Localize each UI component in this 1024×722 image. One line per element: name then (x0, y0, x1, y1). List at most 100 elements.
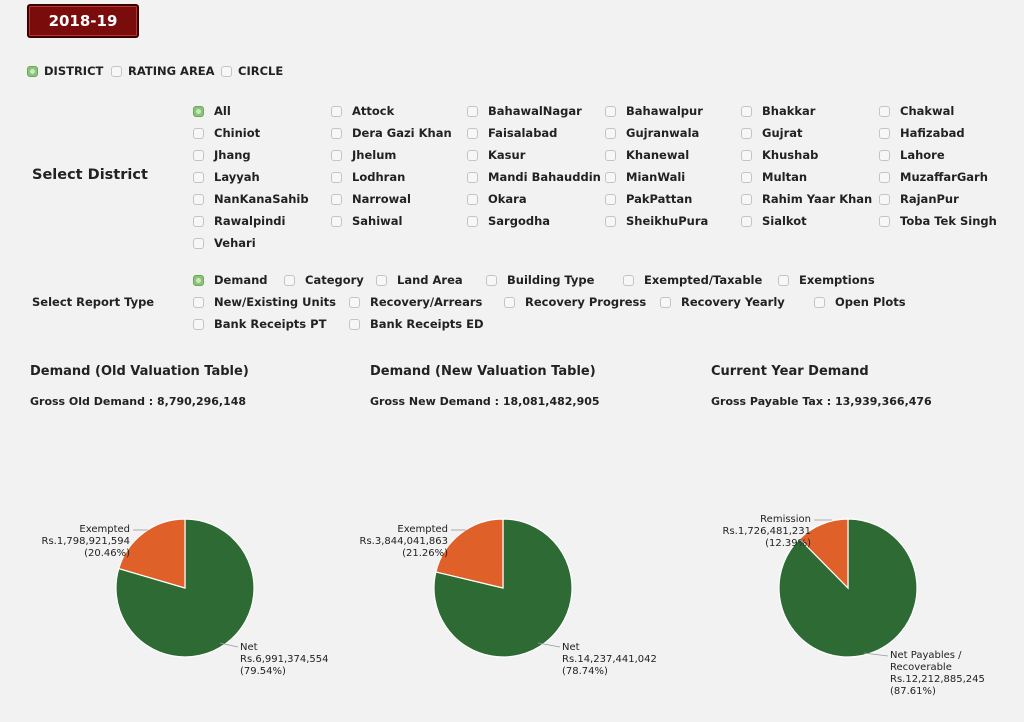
district-option-sahiwal[interactable]: Sahiwal (331, 214, 403, 228)
district-checkbox[interactable] (605, 127, 616, 139)
district-option-all[interactable]: All (193, 104, 231, 118)
district-checkbox[interactable] (467, 193, 478, 205)
district-option-rajanpur[interactable]: RajanPur (879, 192, 959, 206)
district-checkbox[interactable] (741, 215, 752, 227)
report-option-bank-receipts-ed[interactable]: Bank Receipts ED (349, 317, 484, 331)
level-option-district[interactable]: DISTRICT (27, 64, 103, 78)
district-checkbox[interactable] (741, 127, 752, 139)
report-checkbox[interactable] (486, 274, 497, 286)
district-checkbox[interactable] (467, 171, 478, 183)
district-option-lodhran[interactable]: Lodhran (331, 170, 405, 184)
level-option-circle[interactable]: CIRCLE (221, 64, 283, 78)
report-checkbox[interactable] (778, 274, 789, 286)
district-checkbox[interactable] (741, 149, 752, 161)
district-checkbox[interactable] (605, 215, 616, 227)
district-checkbox[interactable] (605, 171, 616, 183)
district-option-pakpattan[interactable]: PakPattan (605, 192, 692, 206)
district-checkbox[interactable] (879, 127, 890, 139)
report-option-recovery-yearly[interactable]: Recovery Yearly (660, 295, 785, 309)
report-checkbox[interactable] (284, 274, 295, 286)
district-option-rahim-yaar-khan[interactable]: Rahim Yaar Khan (741, 192, 872, 206)
report-option-open-plots[interactable]: Open Plots (814, 295, 906, 309)
district-checkbox[interactable] (467, 149, 478, 161)
report-checkbox[interactable] (623, 274, 634, 286)
district-option-bahawalnagar[interactable]: BahawalNagar (467, 104, 582, 118)
district-checkbox[interactable] (467, 127, 478, 139)
district-checkbox[interactable] (331, 193, 342, 205)
district-checkbox[interactable] (741, 105, 752, 117)
district-checkbox[interactable] (467, 105, 478, 117)
district-option-okara[interactable]: Okara (467, 192, 527, 206)
district-option-gujranwala[interactable]: Gujranwala (605, 126, 699, 140)
district-checkbox[interactable] (193, 193, 204, 205)
district-checkbox[interactable] (193, 149, 204, 161)
district-checkbox[interactable] (193, 215, 204, 227)
district-checkbox[interactable] (331, 105, 342, 117)
district-option-jhelum[interactable]: Jhelum (331, 148, 396, 162)
district-option-sargodha[interactable]: Sargodha (467, 214, 550, 228)
report-checkbox[interactable] (193, 296, 204, 308)
district-option-vehari[interactable]: Vehari (193, 236, 256, 250)
report-option-exemptions[interactable]: Exemptions (778, 273, 875, 287)
report-option-building-type[interactable]: Building Type (486, 273, 594, 287)
district-checkbox[interactable] (193, 237, 204, 249)
district-option-khanewal[interactable]: Khanewal (605, 148, 689, 162)
district-option-gujrat[interactable]: Gujrat (741, 126, 803, 140)
pie-slice-remission[interactable] (798, 518, 849, 590)
pie-slice-net[interactable] (115, 518, 255, 658)
report-checkbox[interactable] (193, 318, 204, 330)
district-checkbox[interactable] (605, 105, 616, 117)
district-option-sialkot[interactable]: Sialkot (741, 214, 807, 228)
district-option-bhakkar[interactable]: Bhakkar (741, 104, 815, 118)
district-option-sheikhupura[interactable]: SheikhuPura (605, 214, 708, 228)
district-option-attock[interactable]: Attock (331, 104, 394, 118)
report-checkbox[interactable] (660, 296, 671, 308)
district-checkbox[interactable] (879, 215, 890, 227)
district-checkbox[interactable] (605, 149, 616, 161)
report-option-new-existing-units[interactable]: New/Existing Units (193, 295, 336, 309)
district-option-faisalabad[interactable]: Faisalabad (467, 126, 557, 140)
district-option-layyah[interactable]: Layyah (193, 170, 260, 184)
report-checkbox[interactable] (376, 274, 387, 286)
radio-circle[interactable] (221, 65, 232, 77)
report-option-category[interactable]: Category (284, 273, 364, 287)
district-option-chakwal[interactable]: Chakwal (879, 104, 954, 118)
district-option-mandi-bahauddin[interactable]: Mandi Bahauddin (467, 170, 601, 184)
district-option-bahawalpur[interactable]: Bahawalpur (605, 104, 703, 118)
district-checkbox[interactable] (331, 127, 342, 139)
district-checkbox[interactable] (331, 171, 342, 183)
district-option-khushab[interactable]: Khushab (741, 148, 818, 162)
district-checkbox[interactable] (879, 149, 890, 161)
district-option-lahore[interactable]: Lahore (879, 148, 945, 162)
pie-slice-exempted[interactable] (435, 518, 504, 589)
district-checkbox[interactable] (331, 149, 342, 161)
report-option-exempted-taxable[interactable]: Exempted/Taxable (623, 273, 762, 287)
district-option-toba-tek-singh[interactable]: Toba Tek Singh (879, 214, 997, 228)
district-option-jhang[interactable]: Jhang (193, 148, 251, 162)
district-checkbox[interactable] (879, 193, 890, 205)
report-option-recovery-arrears[interactable]: Recovery/Arrears (349, 295, 482, 309)
report-option-bank-receipts-pt[interactable]: Bank Receipts PT (193, 317, 326, 331)
radio-district[interactable] (27, 65, 38, 77)
district-option-chiniot[interactable]: Chiniot (193, 126, 260, 140)
report-option-recovery-progress[interactable]: Recovery Progress (504, 295, 646, 309)
district-checkbox[interactable] (879, 171, 890, 183)
district-option-muzaffargarh[interactable]: MuzaffarGarh (879, 170, 988, 184)
district-checkbox[interactable] (741, 193, 752, 205)
report-checkbox[interactable] (814, 296, 825, 308)
district-checkbox[interactable] (193, 105, 204, 117)
district-option-rawalpindi[interactable]: Rawalpindi (193, 214, 285, 228)
report-checkbox[interactable] (349, 296, 360, 308)
district-option-kasur[interactable]: Kasur (467, 148, 525, 162)
report-option-land-area[interactable]: Land Area (376, 273, 463, 287)
district-checkbox[interactable] (193, 127, 204, 139)
pie-slice-exempted[interactable] (118, 518, 186, 589)
district-checkbox[interactable] (467, 215, 478, 227)
report-checkbox[interactable] (349, 318, 360, 330)
radio-rating-area[interactable] (111, 65, 122, 77)
district-checkbox[interactable] (331, 215, 342, 227)
report-checkbox[interactable] (193, 274, 204, 286)
district-checkbox[interactable] (605, 193, 616, 205)
district-option-mianwali[interactable]: MianWali (605, 170, 685, 184)
district-option-hafizabad[interactable]: Hafizabad (879, 126, 965, 140)
